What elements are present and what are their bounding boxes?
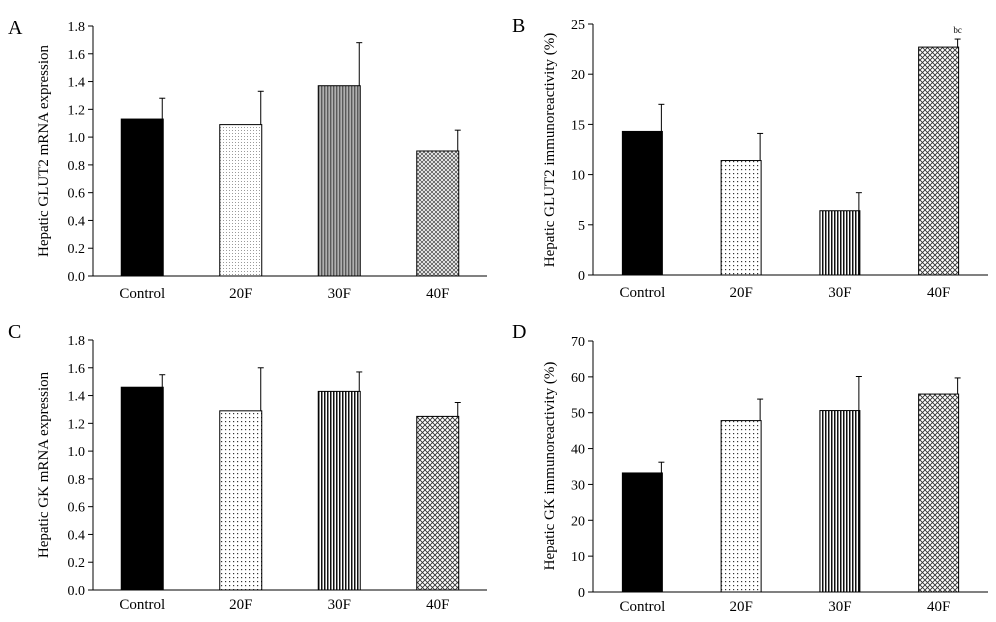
panel-a-category-label: Control: [119, 286, 165, 302]
panel-c-category-label: 20F: [229, 597, 252, 613]
panel-a-y-tick-label: 0.8: [68, 159, 86, 174]
panel-a-bar-40f: [416, 150, 460, 277]
panel-b-bar-30f: [819, 210, 861, 276]
panel-a-y-tick-label: 1.4: [68, 76, 86, 91]
panel-b-category-label: 20F: [729, 285, 752, 301]
panel-d-chart: 0 10 20 30 40 50 60 70 Hepatic GK immunoreactivi…: [542, 335, 988, 615]
panel-c-y-tick-label: 0.4: [68, 528, 86, 543]
panel-d-y-tick-label: 50: [571, 407, 585, 422]
panel-b-bar-40f: [918, 46, 960, 276]
panel-b-bar-control: [621, 130, 663, 276]
panel-d-category-label: 40F: [927, 599, 950, 615]
panel-c-bar-20f: [219, 410, 263, 591]
panel-b-category-label: 30F: [828, 285, 851, 301]
panel-c-y-tick-label: 0.6: [68, 501, 86, 516]
panel-b-y-tick-label: 5: [578, 219, 585, 234]
panel-b-annotation: bc: [953, 25, 962, 35]
panel-c-y-tick-label: 1.8: [68, 334, 86, 349]
panel-b-y-axis-label: Hepatic GLUT2 immunoreactivity (%): [542, 33, 558, 268]
panel-b-y-tick-label: 0: [578, 269, 585, 284]
panel-a-category-label: 30F: [328, 286, 351, 302]
panel-c-y-tick-label: 1.6: [68, 362, 86, 377]
panel-d-letter: D: [512, 321, 526, 343]
panel-b-letter: B: [512, 15, 525, 37]
panel-d-category-label: Control: [619, 599, 665, 615]
panel-b-category-label: 40F: [927, 285, 950, 301]
panel-a-y-tick-label: 0.0: [68, 270, 86, 285]
panel-d-y-tick-label: 10: [571, 550, 585, 565]
panel-c-chart: 0.0 0.2 0.4 0.6 0.8 1.0 1.2 1.4 1.6 1.8 Hepatic GK…: [36, 334, 487, 613]
panel-a-y-tick-label: 0.2: [68, 242, 86, 257]
panel-c-category-label: Control: [119, 597, 165, 613]
panel-d-bar-30f: [819, 410, 861, 593]
panel-c-bar-30f: [317, 390, 361, 591]
panel-a-bar-20f: [219, 124, 263, 277]
panel-c-category-label: 40F: [426, 597, 449, 613]
panel-c-y-tick-label: 1.2: [68, 417, 86, 432]
panel-a-y-tick-label: 1.2: [68, 103, 86, 118]
panel-a-chart: 0.0 0.2 0.4 0.6 0.8 1.0 1.2 1.4 1.6 1.8 Hepatic GL…: [36, 20, 487, 302]
panel-d-y-tick-label: 30: [571, 478, 585, 493]
panel-d-y-tick-label: 70: [571, 335, 585, 350]
panel-d-y-axis-label: Hepatic GK immunoreactivity (%): [542, 362, 558, 571]
panel-a-letter: A: [8, 17, 23, 39]
panel-a-y-tick-label: 0.4: [68, 214, 86, 229]
panel-c-y-tick-label: 1.4: [68, 390, 86, 405]
panel-c-y-tick-label: 1.0: [68, 445, 86, 460]
panel-d-y-tick-label: 0: [578, 586, 585, 601]
panel-b-y-tick-label: 15: [571, 118, 585, 133]
panel-b-chart: 0 5 10 15 20 25 Hepatic GLUT2 immunoreactivity…: [542, 18, 988, 301]
panel-d-y-tick-label: 40: [571, 443, 585, 458]
panel-d-bar-40f: [918, 393, 960, 593]
panel-a-bar-control: [120, 118, 164, 277]
panel-b-bar-20f: [720, 160, 762, 276]
panel-d-bar-control: [621, 472, 663, 593]
panel-b: B: [512, 15, 525, 37]
panel-b-category-label: Control: [619, 285, 665, 301]
panel-c-y-tick-label: 0.0: [68, 584, 86, 599]
panel-a-y-tick-label: 1.8: [68, 20, 86, 35]
panel-a-y-tick-label: 0.6: [68, 187, 86, 202]
panel-d-y-tick-label: 60: [571, 371, 585, 386]
panel-d-bar-20f: [720, 420, 762, 593]
panel-b-y-tick-label: 20: [571, 68, 585, 83]
panel-a-category-label: 20F: [229, 286, 252, 302]
panel-d-category-label: 20F: [729, 599, 752, 615]
panel-c-y-tick-label: 0.2: [68, 556, 86, 571]
panel-c-y-axis-label: Hepatic GK mRNA expression: [36, 371, 52, 558]
panel-d-y-tick-label: 20: [571, 514, 585, 529]
panel-d-category-label: 30F: [828, 599, 851, 615]
panel-c-category-label: 30F: [328, 597, 351, 613]
panel-a-bar-30f: [317, 85, 361, 277]
panel-d: D: [512, 321, 526, 343]
panel-a: A: [8, 17, 23, 39]
panel-b-y-tick-label: 25: [571, 18, 585, 33]
panel-c-letter: C: [8, 321, 21, 343]
panel-a-y-tick-label: 1.0: [68, 131, 86, 146]
panel-a-y-axis-label: Hepatic GLUT2 mRNA expression: [36, 44, 52, 257]
panel-a-y-tick-label: 1.6: [68, 48, 86, 63]
panel-b-y-tick-label: 10: [571, 169, 585, 184]
panel-a-category-label: 40F: [426, 286, 449, 302]
panel-c: C: [8, 321, 21, 343]
panel-c-bar-40f: [416, 415, 460, 591]
panel-c-y-tick-label: 0.8: [68, 473, 86, 488]
panel-c-bar-control: [120, 386, 164, 591]
